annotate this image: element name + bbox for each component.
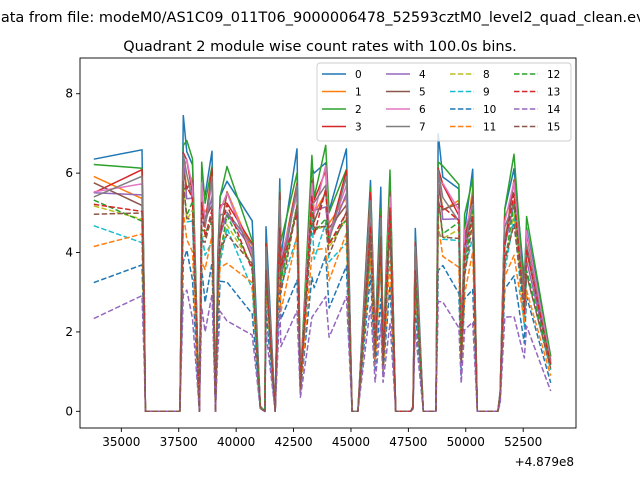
series-line-8 — [93, 181, 552, 413]
y-tick-label: 8 — [65, 87, 73, 101]
series-line-11 — [93, 211, 552, 413]
legend-label-7: 7 — [419, 122, 426, 134]
series-line-14 — [93, 289, 552, 413]
legend-label-3: 3 — [355, 122, 362, 134]
legend-label-13: 13 — [547, 87, 560, 99]
legend-label-8: 8 — [483, 69, 490, 81]
series-line-10 — [93, 249, 552, 413]
figure-suptitle: Data from file: modeM0/AS1C09_011T06_900… — [0, 10, 640, 26]
series-line-9 — [93, 217, 552, 413]
x-tick-label: 47500 — [389, 435, 427, 449]
y-tick-label: 2 — [65, 325, 73, 339]
x-tick-label: 42500 — [274, 435, 312, 449]
legend-label-14: 14 — [547, 104, 561, 116]
legend-label-4: 4 — [419, 69, 426, 81]
series-line-4 — [93, 158, 552, 413]
series-line-7 — [93, 153, 552, 413]
x-tick-label: 45000 — [332, 435, 370, 449]
legend-label-6: 6 — [419, 104, 426, 116]
legend-label-15: 15 — [547, 122, 560, 134]
series-line-5 — [93, 170, 552, 413]
legend-label-0: 0 — [355, 69, 362, 81]
x-tick-label: 35000 — [102, 435, 140, 449]
legend-label-11: 11 — [483, 122, 496, 134]
legend-label-2: 2 — [355, 104, 362, 116]
x-tick-label: 40000 — [217, 435, 255, 449]
series-layer — [93, 114, 552, 413]
legend-label-5: 5 — [419, 87, 426, 99]
legend-label-1: 1 — [355, 87, 362, 99]
x-tick-label: 50000 — [447, 435, 485, 449]
series-line-1 — [93, 158, 552, 413]
x-tick-label: 52500 — [504, 435, 542, 449]
y-tick-label: 4 — [65, 246, 73, 260]
legend-label-9: 9 — [483, 87, 490, 99]
series-line-13 — [93, 185, 552, 413]
x-offset-label: +4.879e8 — [515, 455, 574, 469]
legend-box — [316, 62, 572, 142]
legend-label-12: 12 — [547, 69, 560, 81]
series-line-15 — [93, 180, 552, 413]
x-tick-label: 37500 — [160, 435, 198, 449]
plot-area-frame — [79, 57, 577, 429]
axis-ticks: 35000 37500 40000 42500 45000 47500 50000 52500… — [65, 87, 542, 449]
series-line-6 — [93, 158, 552, 413]
y-tick-label: 6 — [65, 166, 73, 180]
chart-title: Quadrant 2 module wise count rates with … — [123, 39, 517, 55]
y-tick-label: 0 — [65, 404, 73, 418]
legend-label-10: 10 — [483, 104, 496, 116]
series-line-12 — [93, 183, 552, 413]
